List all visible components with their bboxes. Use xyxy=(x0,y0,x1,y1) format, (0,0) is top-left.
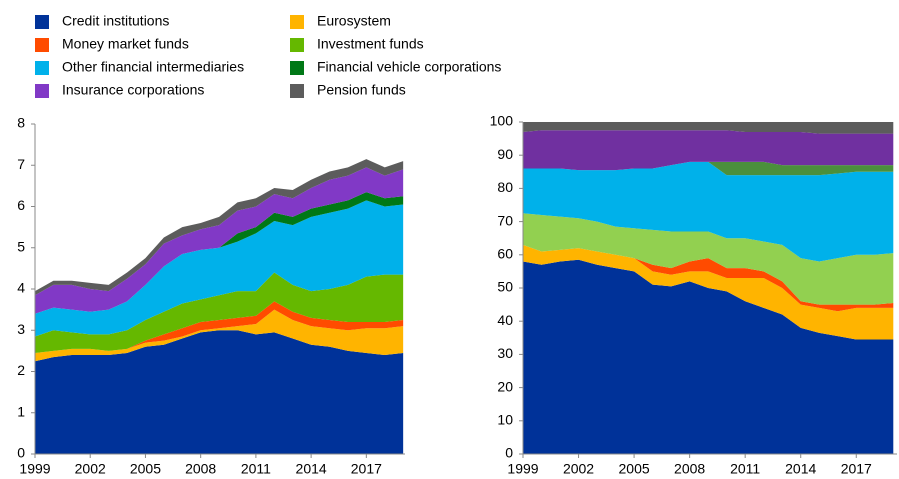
area xyxy=(523,161,894,262)
y-tick-label: 4 xyxy=(17,280,25,296)
area xyxy=(35,159,404,296)
y-tick-label: 70 xyxy=(497,212,513,228)
y-tick-label: 90 xyxy=(497,146,513,162)
legend-swatch xyxy=(35,15,49,29)
area xyxy=(523,213,894,305)
y-tick-label: 20 xyxy=(497,378,513,394)
legend-label: Other financial intermediaries xyxy=(62,59,244,75)
legend-label: Credit institutions xyxy=(62,13,169,29)
y-tick-label: 3 xyxy=(17,321,25,337)
y-tick-label: 0 xyxy=(17,445,25,461)
legend-label: Financial vehicle corporations xyxy=(317,59,501,75)
legend-label: Investment funds xyxy=(317,36,424,52)
x-tick-label: 2002 xyxy=(75,461,106,477)
x-tick-label: 2014 xyxy=(785,461,816,477)
area xyxy=(35,330,404,454)
area xyxy=(523,244,894,340)
area xyxy=(523,259,894,454)
area xyxy=(35,200,404,337)
y-tick-label: 6 xyxy=(17,197,25,213)
x-tick-label: 2008 xyxy=(674,461,705,477)
y-tick-label: 5 xyxy=(17,238,25,254)
x-tick-label: 2014 xyxy=(296,461,327,477)
y-tick-label: 2 xyxy=(17,362,25,378)
y-tick-label: 40 xyxy=(497,312,513,328)
y-tick-label: 10 xyxy=(497,412,513,428)
y-tick-label: 7 xyxy=(17,156,25,172)
x-tick-label: 1999 xyxy=(19,461,50,477)
legend-swatch xyxy=(35,61,49,75)
x-tick-label: 2005 xyxy=(130,461,161,477)
legend-swatch xyxy=(290,38,304,52)
legend-swatch xyxy=(35,38,49,52)
y-tick-label: 60 xyxy=(497,246,513,262)
x-tick-label: 2017 xyxy=(841,461,872,477)
x-tick-label: 2008 xyxy=(185,461,216,477)
legend-label: Money market funds xyxy=(62,36,189,52)
area xyxy=(35,309,404,362)
legend-label: Insurance corporations xyxy=(62,82,204,98)
area xyxy=(35,272,404,353)
y-tick-label: 50 xyxy=(497,279,513,295)
legend-swatch xyxy=(290,61,304,75)
x-tick-label: 1999 xyxy=(507,461,538,477)
x-tick-label: 2017 xyxy=(351,461,382,477)
area xyxy=(35,167,404,314)
legend-label: Eurosystem xyxy=(317,13,391,29)
x-tick-label: 2011 xyxy=(241,461,271,477)
legend-swatch xyxy=(290,84,304,98)
x-tick-label: 2011 xyxy=(730,461,760,477)
legend-label: Pension funds xyxy=(317,82,406,98)
legend-swatch xyxy=(290,15,304,29)
x-tick-label: 2002 xyxy=(563,461,594,477)
area xyxy=(523,122,894,134)
legend-swatch xyxy=(35,84,49,98)
y-tick-label: 1 xyxy=(17,403,25,419)
area xyxy=(523,130,894,171)
area xyxy=(35,301,404,353)
y-tick-label: 100 xyxy=(490,113,514,129)
y-tick-label: 0 xyxy=(505,445,513,461)
y-tick-label: 80 xyxy=(497,179,513,195)
x-tick-label: 2005 xyxy=(619,461,650,477)
y-tick-label: 30 xyxy=(497,345,513,361)
y-tick-label: 8 xyxy=(17,115,25,131)
